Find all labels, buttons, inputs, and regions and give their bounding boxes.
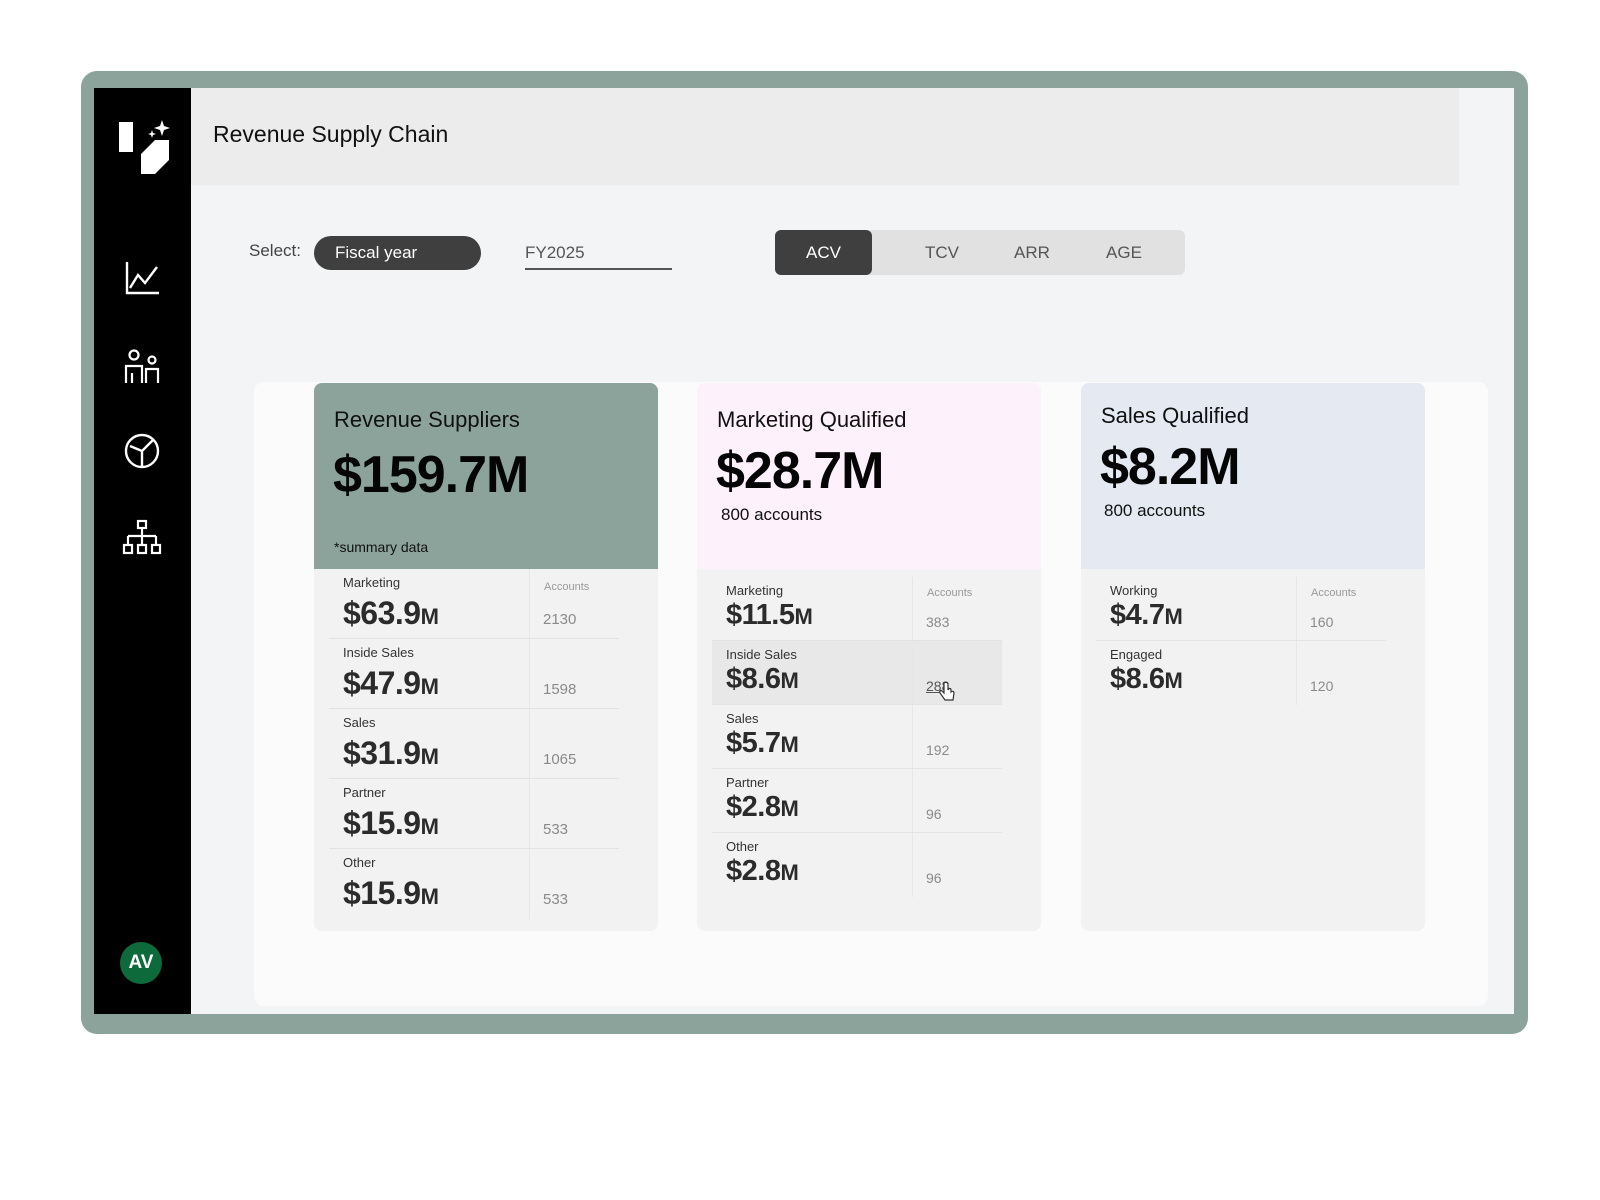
card-header: Revenue Suppliers $159.7M *summary data — [314, 383, 658, 569]
list-item[interactable]: Working $4.7M Accounts 160 — [1096, 577, 1386, 641]
row-label: Marketing — [726, 583, 784, 598]
card-header: Sales Qualified $8.2M 800 accounts — [1081, 383, 1425, 569]
sidebar: AV — [94, 88, 191, 1014]
list-item[interactable]: Inside Sales $47.9M 1598 — [329, 639, 619, 709]
list-item[interactable]: Engaged $8.6M 120 — [1096, 641, 1386, 705]
period-type-dropdown[interactable]: Fiscal year — [314, 236, 481, 270]
row-accounts: 383 — [926, 614, 950, 630]
accounts-header: Accounts — [544, 581, 590, 593]
row-accounts: 96 — [926, 870, 942, 886]
people-icon[interactable] — [122, 346, 162, 386]
row-accounts: 533 — [543, 821, 569, 838]
row-value: $2.8M — [726, 791, 799, 823]
list-item[interactable]: Partner $2.8M 96 — [712, 769, 1002, 833]
marketing-qualified-card: Marketing Qualified $28.7M 800 accounts … — [697, 383, 1041, 931]
accounts-header: Accounts — [1311, 587, 1357, 599]
list-item[interactable]: Marketing $63.9M Accounts 2130 — [329, 569, 619, 639]
row-label: Other — [726, 839, 759, 854]
card-total: $159.7M — [333, 446, 529, 504]
card-title: Revenue Suppliers — [334, 407, 520, 432]
user-avatar[interactable]: AV — [120, 942, 162, 984]
card-title: Marketing Qualified — [717, 407, 907, 432]
globe-icon[interactable] — [122, 431, 162, 471]
row-value: $15.9M — [343, 875, 439, 911]
row-label: Inside Sales — [726, 647, 797, 662]
list-item[interactable]: Inside Sales $8.6M 288 — [712, 641, 1002, 705]
list-item[interactable]: Partner $15.9M 533 — [329, 779, 619, 849]
card-note: *summary data — [334, 539, 429, 555]
row-value: $4.7M — [1110, 599, 1183, 631]
card-title: Sales Qualified — [1101, 403, 1249, 428]
row-label: Inside Sales — [343, 645, 414, 660]
card-header: Marketing Qualified $28.7M 800 accounts — [697, 383, 1041, 569]
row-accounts: 96 — [926, 806, 942, 822]
row-accounts: 160 — [1310, 614, 1334, 630]
row-label: Other — [343, 855, 376, 870]
row-label: Partner — [726, 775, 769, 790]
row-accounts: 1598 — [543, 681, 577, 698]
row-value: $2.8M — [726, 855, 799, 887]
app-window: AV Revenue Supply Chain Select: Fiscal y… — [94, 88, 1514, 1014]
row-value: $5.7M — [726, 727, 799, 759]
line-chart-icon[interactable] — [122, 258, 162, 298]
row-accounts: 1065 — [543, 751, 577, 768]
org-chart-icon[interactable] — [122, 518, 162, 558]
row-value: $11.5M — [726, 599, 813, 631]
row-label: Sales — [343, 715, 376, 730]
pointer-cursor-icon — [939, 681, 955, 701]
row-label: Engaged — [1110, 647, 1163, 662]
page-title: Revenue Supply Chain — [213, 121, 449, 147]
row-label: Marketing — [343, 575, 401, 590]
row-value: $47.9M — [343, 665, 439, 701]
sales-qualified-card: Sales Qualified $8.2M 800 accounts Worki… — [1081, 383, 1425, 931]
row-accounts: 533 — [543, 891, 569, 908]
tab-arr[interactable]: ARR — [1014, 242, 1050, 262]
row-value: $63.9M — [343, 595, 439, 631]
card-total: $28.7M — [716, 442, 884, 500]
card-total: $8.2M — [1100, 438, 1241, 496]
list-item[interactable]: Marketing $11.5M Accounts 383 — [712, 577, 1002, 641]
row-value: $8.6M — [1110, 663, 1183, 695]
list-item[interactable]: Other $15.9M 533 — [329, 849, 619, 919]
metric-tabs: ACV TCV ARR AGE — [775, 230, 1185, 275]
select-label: Select: — [249, 241, 301, 260]
list-item[interactable]: Sales $5.7M 192 — [712, 705, 1002, 769]
row-label: Working — [1110, 583, 1158, 598]
title-bar: Revenue Supply Chain — [191, 88, 1459, 185]
row-accounts: 2130 — [543, 611, 577, 628]
row-accounts: 120 — [1310, 678, 1334, 694]
revenue-suppliers-card: Revenue Suppliers $159.7M *summary data … — [314, 383, 658, 931]
brand-logo-icon — [119, 120, 170, 174]
tab-age[interactable]: AGE — [1106, 242, 1142, 262]
row-value: $31.9M — [343, 735, 439, 771]
tab-tcv[interactable]: TCV — [925, 242, 959, 262]
row-label: Sales — [726, 711, 759, 726]
row-value: $8.6M — [726, 663, 799, 695]
list-item[interactable]: Sales $31.9M 1065 — [329, 709, 619, 779]
tab-acv[interactable]: ACV — [775, 230, 872, 275]
row-accounts: 192 — [926, 742, 950, 758]
card-subtitle: 800 accounts — [721, 505, 823, 524]
accounts-header: Accounts — [927, 587, 973, 599]
list-item[interactable]: Other $2.8M 96 — [712, 833, 1002, 897]
row-value: $15.9M — [343, 805, 439, 841]
period-value-input[interactable] — [525, 238, 672, 270]
card-subtitle: 800 accounts — [1104, 501, 1206, 520]
row-label: Partner — [343, 785, 386, 800]
